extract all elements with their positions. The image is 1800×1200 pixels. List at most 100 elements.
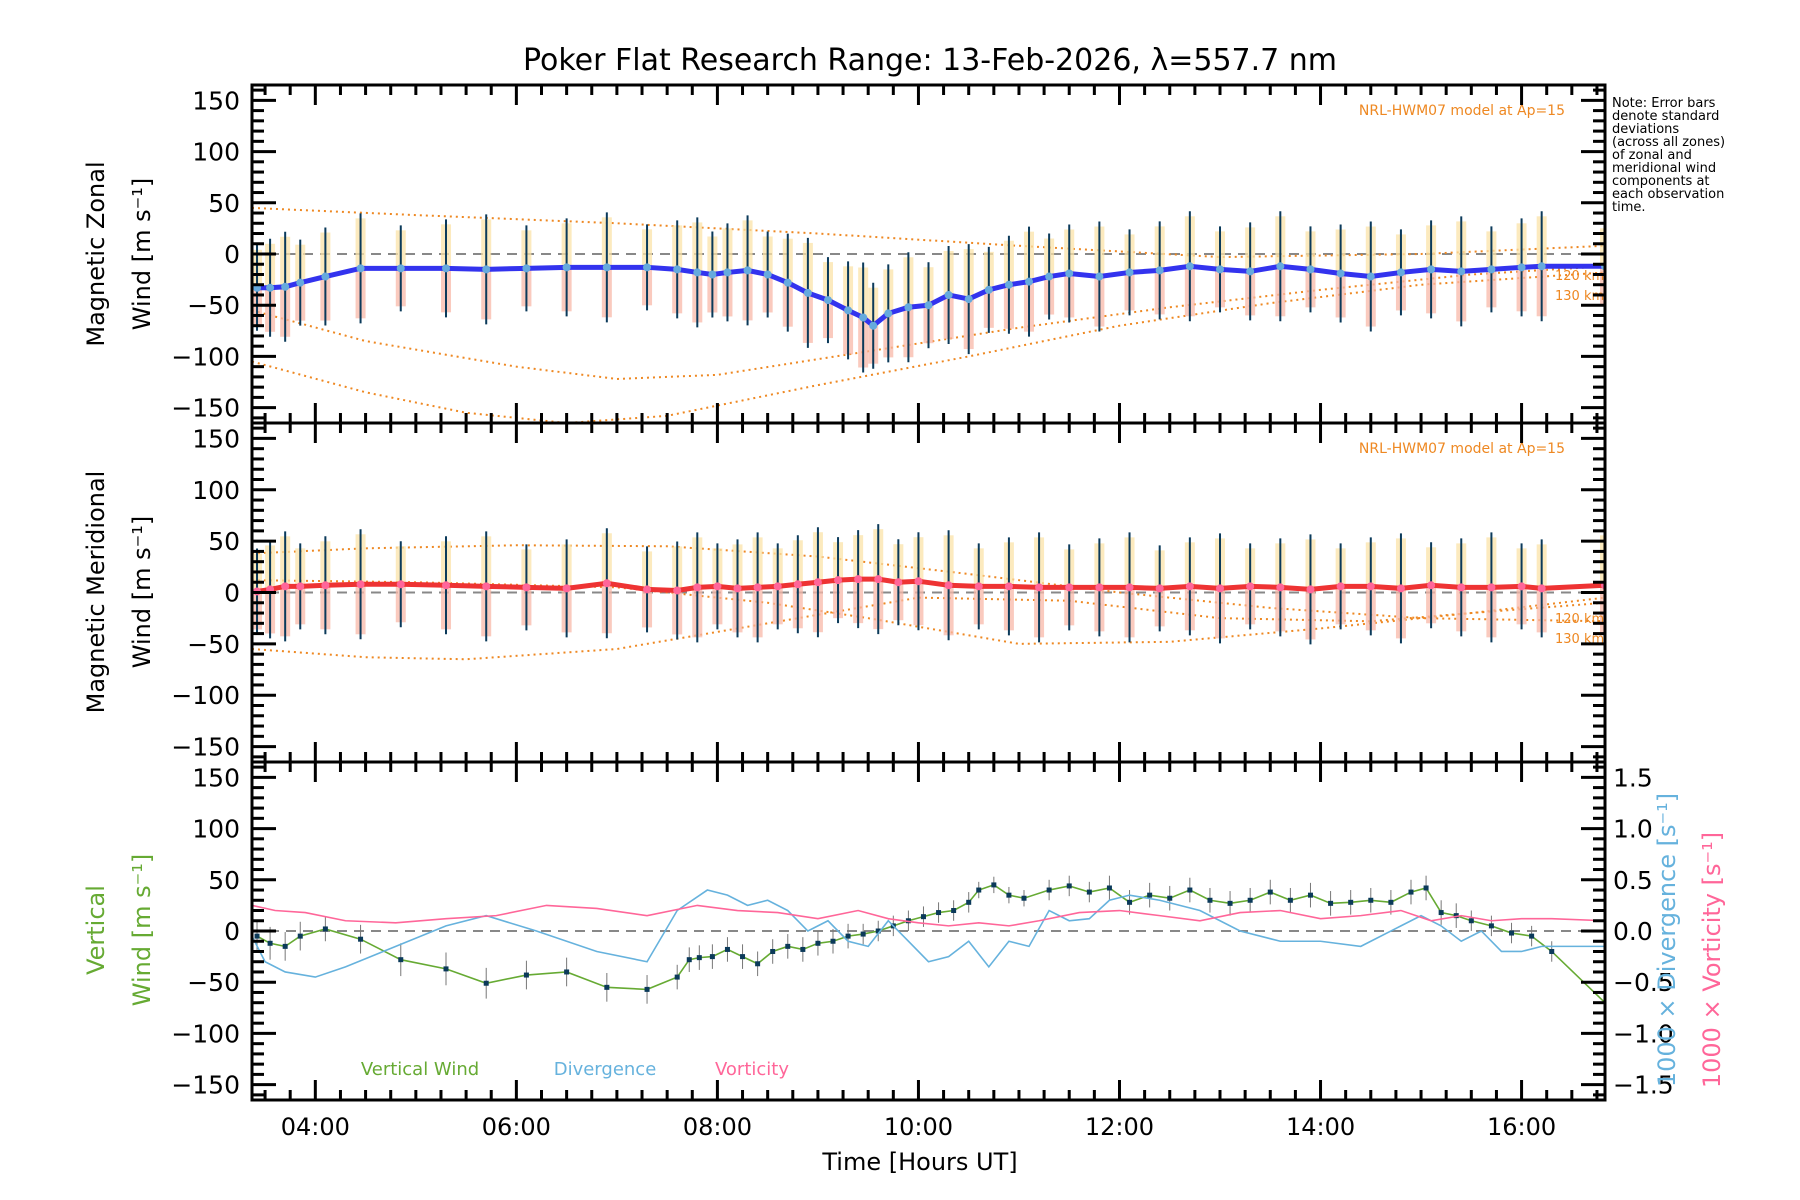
meridional-wind-point	[1366, 582, 1375, 591]
xtick-label: 08:00	[683, 1113, 752, 1141]
right-ytick-label: −1.5	[1613, 1071, 1674, 1100]
vertical-wind-point	[1348, 899, 1354, 905]
meridional-wind-point	[1427, 581, 1436, 590]
zonal-wind-point	[1427, 265, 1436, 274]
meridional-wind-point	[562, 584, 571, 593]
vertical-wind-point	[1187, 887, 1193, 893]
zonal-wind-point	[1025, 277, 1034, 286]
right-ytick-label: −0.5	[1613, 968, 1674, 997]
zonal-wind-point	[904, 303, 913, 312]
meridional-wind-point	[602, 579, 611, 588]
vertical-wind-point	[1127, 899, 1133, 905]
meridional-wind-line	[256, 576, 1605, 594]
zonal-wind-point	[803, 288, 812, 297]
vertical-wind-point	[800, 946, 806, 952]
meridional-wind-point	[356, 580, 365, 589]
zonal-ytick-label: 50	[208, 189, 240, 218]
vertical-wind-point	[267, 940, 273, 946]
xtick-label: 16:00	[1487, 1113, 1556, 1141]
meridional-wind-point	[643, 585, 652, 594]
zonal-wind-point	[924, 301, 933, 310]
zonal-wind-point	[1065, 269, 1074, 278]
vertical-wind-point	[1046, 887, 1052, 893]
zonal-wind-line	[257, 263, 1605, 329]
meridional-wind-point	[854, 575, 863, 584]
meridional-wind-point	[482, 582, 491, 591]
vertical-wind-point	[358, 936, 364, 942]
zonal-wind-point	[356, 264, 365, 273]
vertical-wind-point	[1287, 897, 1293, 903]
zonal-ytick-label: −50	[187, 291, 240, 320]
vertical-wind-point	[1006, 892, 1012, 898]
zonal-ylabel-line1: Magnetic Zonal	[82, 161, 110, 346]
zonal-model-130km	[252, 271, 1605, 423]
vertical-wind-point	[644, 986, 650, 992]
zonal-wind-point	[442, 264, 451, 273]
zonal-wind-point	[1517, 263, 1526, 272]
error-bar-note: Note: Error bars denote standard deviati…	[1612, 96, 1726, 215]
meridional-wind-point	[522, 583, 531, 592]
meridional-wind-point	[1095, 583, 1104, 592]
vertical-wind-point	[724, 946, 730, 952]
zonal-wind-point	[693, 268, 702, 277]
zonal-wind-point	[708, 270, 717, 279]
zonal-wind-point	[673, 265, 682, 274]
vertical-ytick-label: 50	[208, 866, 240, 895]
zonal-wind-point	[266, 283, 275, 292]
zonal-wind-point	[984, 285, 993, 294]
zonal-wind-point	[884, 309, 893, 318]
legend-divergence: Divergence	[554, 1059, 657, 1080]
zonal-ylabel-line2: Wind [m s⁻¹]	[128, 178, 156, 330]
vertical-wind-point	[686, 957, 692, 963]
vertical-wind-point	[1147, 892, 1153, 898]
vertical-frame	[250, 760, 1607, 1102]
vertical-wind-point	[1328, 900, 1334, 906]
xtick-label: 10:00	[884, 1113, 953, 1141]
vertical-wind-point	[322, 926, 328, 932]
meridional-wind-point	[974, 582, 983, 591]
chart-title: Poker Flat Research Range: 13-Feb-2026, …	[523, 43, 1337, 78]
right-ytick-label: 1.0	[1613, 815, 1653, 844]
zonal-plot-area	[252, 206, 1605, 423]
zonal-wind-point	[1095, 272, 1104, 281]
vertical-ytick-label: −100	[171, 1019, 240, 1048]
meridional-wind-point	[894, 578, 903, 587]
zonal-ytick-label: −150	[171, 394, 240, 423]
meridional-wind-point	[442, 581, 451, 590]
zonal-ytick-label: 0	[224, 240, 240, 269]
right-ytick-label: 0.5	[1613, 866, 1653, 895]
zonal-wind-point	[602, 263, 611, 272]
meridional-wind-point	[1276, 583, 1285, 592]
zonal-wind-point	[1045, 272, 1054, 281]
meridional-wind-point	[1185, 582, 1194, 591]
vertical-wind-point	[755, 961, 761, 967]
vertical-wind-point	[709, 954, 715, 960]
meridional-wind-point	[1125, 583, 1134, 592]
vertical-wind-point	[1086, 889, 1092, 895]
zonal-wind-point	[964, 295, 973, 304]
zonal-wind-point	[1276, 262, 1285, 271]
zonal-wind-point	[1366, 272, 1375, 281]
meridional-ylabel-line1: Magnetic Meridional	[82, 471, 110, 714]
zonal-wind-point	[1155, 266, 1164, 275]
meridional-wind-point	[713, 582, 722, 591]
meridional-wind-point	[281, 582, 290, 591]
zonal-model-label: NRL-HWM07 model at Ap=15	[1359, 103, 1565, 119]
zonal-wind-point	[1246, 267, 1255, 276]
meridional-wind-point	[1487, 583, 1496, 592]
zonal-wind-point	[296, 278, 305, 287]
meridional-wind-point	[1517, 582, 1526, 591]
vertical-wind-point	[1106, 885, 1112, 891]
meridional-model-upper	[252, 544, 1605, 623]
zonal-wind-point	[1487, 265, 1496, 274]
vertical-wind-point	[1247, 897, 1253, 903]
zonal-wind-point	[1336, 269, 1345, 278]
meridional-ytick-label: 150	[192, 424, 240, 453]
vertical-wind-point	[1438, 910, 1444, 916]
xtick-label: 14:00	[1286, 1113, 1355, 1141]
meridional-ytick-label: −100	[171, 681, 240, 710]
vertical-ytick-label: 100	[192, 815, 240, 844]
vertical-wind-point	[297, 933, 303, 939]
vertical-plot-area	[252, 875, 1605, 1004]
meridional-wind-point	[1155, 584, 1164, 593]
